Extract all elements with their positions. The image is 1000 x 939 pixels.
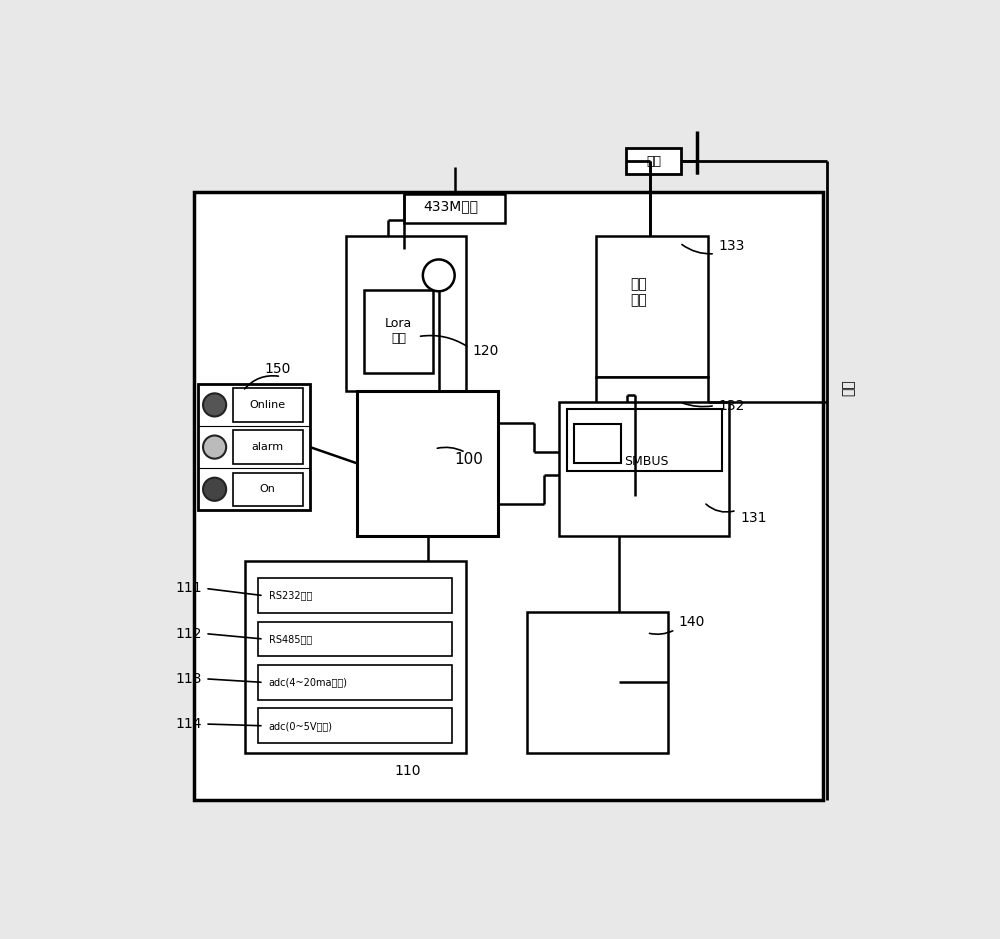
Text: Lora
模块: Lora 模块 xyxy=(385,317,412,346)
Circle shape xyxy=(423,259,455,291)
Text: 市电: 市电 xyxy=(646,155,661,168)
Text: RS485采集: RS485采集 xyxy=(269,634,312,644)
Bar xyxy=(245,561,466,752)
Text: 132: 132 xyxy=(719,398,745,412)
Text: 市电: 市电 xyxy=(842,379,856,396)
Text: 433M天线: 433M天线 xyxy=(424,200,479,214)
Bar xyxy=(596,236,708,377)
Text: 114: 114 xyxy=(175,717,202,731)
Bar xyxy=(596,377,708,427)
Text: RS232采集: RS232采集 xyxy=(269,591,312,601)
Bar xyxy=(603,445,630,485)
Bar xyxy=(357,391,498,535)
Text: 120: 120 xyxy=(473,345,499,359)
Text: On: On xyxy=(260,485,276,494)
Bar xyxy=(596,427,708,496)
Text: alarm: alarm xyxy=(252,442,284,452)
Bar xyxy=(574,423,621,463)
Text: 110: 110 xyxy=(394,763,421,777)
Text: 133: 133 xyxy=(719,239,745,254)
Bar xyxy=(194,192,823,800)
Circle shape xyxy=(203,393,226,417)
Circle shape xyxy=(203,436,226,458)
Bar xyxy=(404,194,505,223)
Text: SMBUS: SMBUS xyxy=(624,455,669,468)
Bar xyxy=(258,622,452,656)
Bar xyxy=(198,384,310,510)
Circle shape xyxy=(203,478,226,500)
Bar xyxy=(559,402,729,535)
Bar xyxy=(233,430,303,464)
Bar xyxy=(527,611,668,752)
Bar xyxy=(233,388,303,422)
Bar xyxy=(258,708,452,743)
Text: 备用
电池: 备用 电池 xyxy=(630,277,647,307)
Text: 100: 100 xyxy=(455,453,484,468)
Bar xyxy=(346,236,466,391)
Text: 113: 113 xyxy=(175,671,202,685)
Bar xyxy=(626,148,681,174)
Text: 131: 131 xyxy=(740,511,767,525)
Bar xyxy=(233,472,303,506)
Text: 150: 150 xyxy=(264,362,291,377)
Text: 112: 112 xyxy=(175,626,202,640)
Bar xyxy=(364,290,433,373)
Bar xyxy=(567,409,722,470)
Text: Online: Online xyxy=(250,400,286,410)
Text: 111: 111 xyxy=(175,581,202,595)
Bar xyxy=(258,665,452,700)
Text: 140: 140 xyxy=(679,615,705,629)
Text: adc(4~20ma采集): adc(4~20ma采集) xyxy=(269,677,348,687)
Bar xyxy=(258,578,452,613)
Text: adc(0~5V采集): adc(0~5V采集) xyxy=(269,721,333,731)
